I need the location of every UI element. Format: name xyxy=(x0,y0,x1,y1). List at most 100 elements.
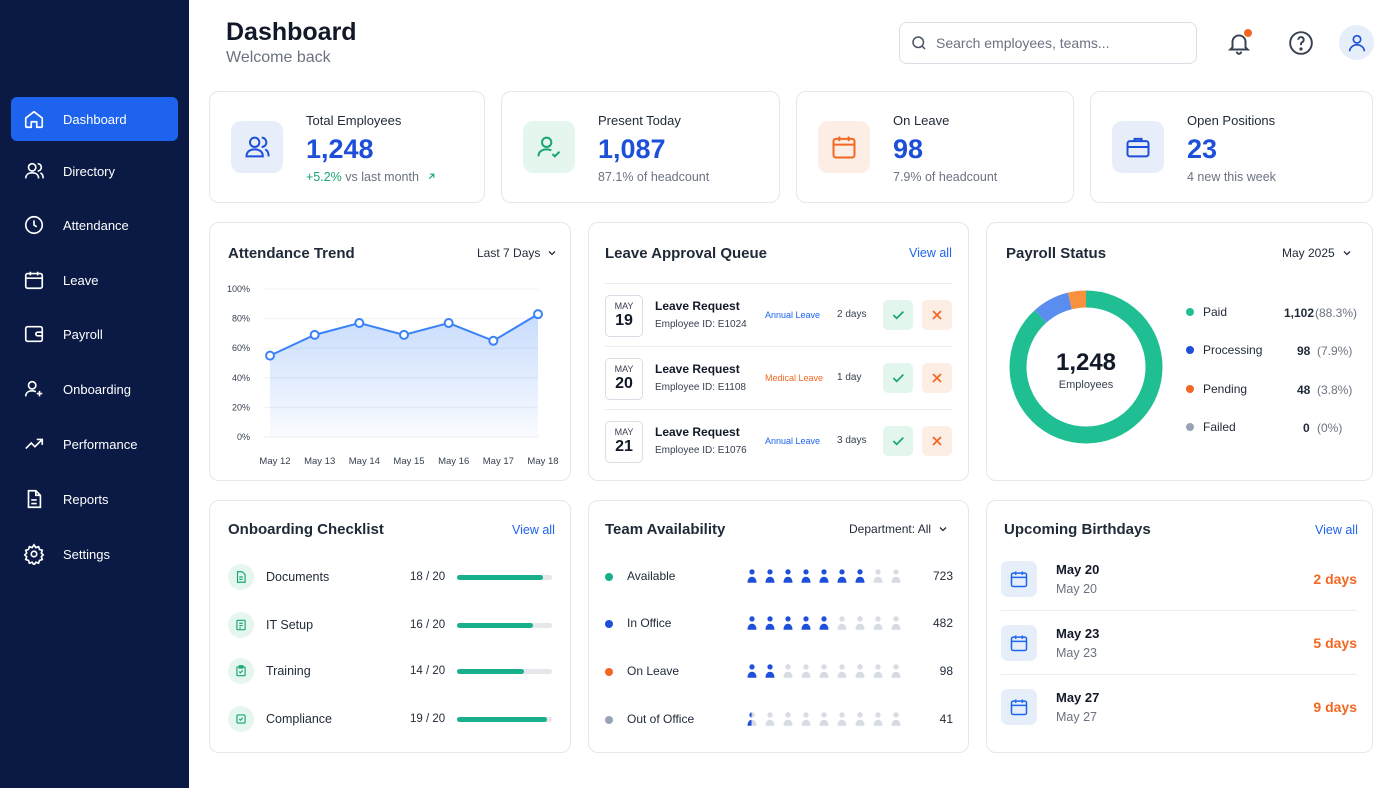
leave-type-badge: Annual Leave xyxy=(765,310,821,320)
wallet-icon xyxy=(23,323,45,345)
help-icon xyxy=(1289,31,1313,55)
person-icon xyxy=(747,712,757,726)
sidebar-item-label: Directory xyxy=(63,163,116,179)
x-tick-label: May 13 xyxy=(304,456,335,467)
sidebar-item-directory[interactable]: Directory xyxy=(11,149,178,193)
payroll-donut-chart xyxy=(1009,290,1163,444)
data-point[interactable] xyxy=(265,350,275,361)
approve-button[interactable] xyxy=(883,300,913,330)
avatar[interactable] xyxy=(1339,25,1374,60)
sidebar-item-dashboard[interactable]: Dashboard xyxy=(11,97,178,141)
sidebar-item-settings[interactable]: Settings xyxy=(11,532,178,576)
availability-label: On Leave xyxy=(627,664,680,678)
data-point[interactable] xyxy=(399,329,409,340)
people-icons xyxy=(743,662,905,680)
reject-button[interactable] xyxy=(922,426,952,456)
leave-request-row: MAY 21 Leave Request Employee ID: E1076 … xyxy=(605,415,953,473)
shield-check-icon xyxy=(228,706,254,732)
sidebar-item-leave[interactable]: Leave xyxy=(11,258,178,302)
department-dropdown[interactable]: Department: All xyxy=(849,522,949,536)
legend-count: 0 xyxy=(1303,421,1310,435)
data-point[interactable] xyxy=(443,318,454,329)
sidebar-item-reports[interactable]: Reports xyxy=(11,477,178,521)
sidebar-item-label: Leave xyxy=(63,272,99,288)
help-button[interactable] xyxy=(1284,26,1318,60)
birthday-date: May 20 xyxy=(1056,582,1097,596)
department-dropdown-label: Department: All xyxy=(849,522,932,536)
reject-button[interactable] xyxy=(922,300,952,330)
date-badge: MAY 20 xyxy=(605,358,643,400)
leave-type-badge: Annual Leave xyxy=(765,436,821,446)
leave-days: 1 day xyxy=(837,372,862,383)
legend-pct: (0%) xyxy=(1317,421,1343,435)
sidebar-item-performance[interactable]: Performance xyxy=(11,422,178,466)
range-dropdown[interactable]: Last 7 Days xyxy=(477,246,558,260)
data-point[interactable] xyxy=(488,335,499,346)
employee-id: Employee ID: E1024 xyxy=(655,319,747,330)
person-icon xyxy=(855,664,865,678)
birthday-countdown: 5 days xyxy=(1313,635,1357,651)
leave-request-title: Leave Request xyxy=(655,299,740,313)
sidebar-item-payroll[interactable]: Payroll xyxy=(11,312,178,356)
close-icon xyxy=(932,373,942,383)
divider xyxy=(1001,674,1357,675)
search-icon xyxy=(912,36,926,50)
sidebar-item-attendance[interactable]: Attendance xyxy=(11,203,178,247)
approve-button[interactable] xyxy=(883,363,913,393)
page-title: Dashboard xyxy=(226,18,357,46)
laptop-icon xyxy=(228,612,254,638)
checklist-count: 16 / 20 xyxy=(410,619,446,631)
date-day: 19 xyxy=(615,312,633,329)
status-dot xyxy=(605,716,613,724)
person-icon xyxy=(855,616,865,630)
data-point[interactable] xyxy=(354,318,365,329)
view-all-link[interactable]: View all xyxy=(909,246,952,260)
person-icon xyxy=(837,712,847,726)
person-icon xyxy=(873,712,883,726)
donut-slice-pending[interactable] xyxy=(1009,290,1163,444)
payroll-status-card: Payroll Status May 2025 1,248 Employees … xyxy=(986,222,1373,481)
person-icon xyxy=(783,712,793,726)
legend-pct: (88.3%) xyxy=(1315,306,1358,320)
check-icon xyxy=(892,374,904,383)
stat-card-present-today: Present Today 1,087 87.1% of headcount xyxy=(501,91,780,203)
leave-request-title: Leave Request xyxy=(655,425,740,439)
legend-dot-paid xyxy=(1186,308,1194,316)
bell-icon xyxy=(1227,34,1251,55)
trend-icon xyxy=(23,433,45,455)
x-tick-label: May 16 xyxy=(438,456,469,467)
person-icon xyxy=(783,664,793,678)
person-icon xyxy=(891,664,901,678)
person-icon xyxy=(801,616,811,630)
x-tick-label: May 15 xyxy=(393,456,424,467)
sidebar-item-label: Payroll xyxy=(63,326,103,342)
approve-button[interactable] xyxy=(883,426,913,456)
donut-center-label: Employees xyxy=(1058,379,1114,391)
notifications-button[interactable] xyxy=(1222,26,1256,60)
stat-value: 23 xyxy=(1187,134,1218,164)
search-box[interactable] xyxy=(899,22,1197,64)
person-icon xyxy=(819,616,829,630)
close-icon xyxy=(932,310,942,320)
view-all-link[interactable]: View all xyxy=(512,523,555,537)
sidebar-item-onboarding[interactable]: Onboarding xyxy=(11,367,178,411)
stat-label: On Leave xyxy=(893,113,950,128)
status-dot xyxy=(605,573,613,581)
leave-request-row: MAY 19 Leave Request Employee ID: E1024 … xyxy=(605,289,953,347)
gear-icon xyxy=(23,543,45,565)
period-dropdown-label: May 2025 xyxy=(1282,246,1335,260)
data-point[interactable] xyxy=(309,329,320,340)
users-icon xyxy=(23,160,45,182)
training-icon xyxy=(228,658,254,684)
view-all-link[interactable]: View all xyxy=(1315,523,1358,537)
period-dropdown[interactable]: May 2025 xyxy=(1282,246,1353,260)
reject-button[interactable] xyxy=(922,363,952,393)
sidebar-item-label: Reports xyxy=(63,491,109,507)
availability-count: 41 xyxy=(939,712,953,726)
data-point[interactable] xyxy=(533,309,543,320)
date-day: 20 xyxy=(615,375,633,392)
person-icon xyxy=(747,569,757,583)
x-tick-label: May 18 xyxy=(527,456,558,467)
search-input[interactable] xyxy=(936,35,1176,51)
availability-label: In Office xyxy=(627,616,672,630)
